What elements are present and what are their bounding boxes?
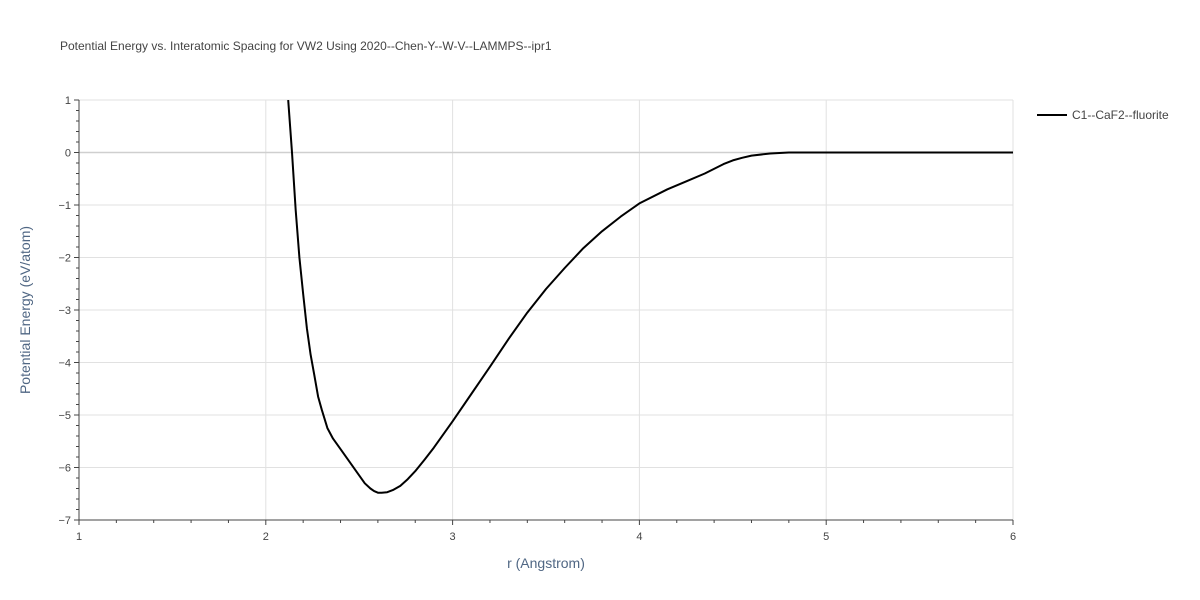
x-axis-title: r (Angstrom) — [507, 555, 585, 571]
x-tick-label: 3 — [450, 531, 456, 543]
series-layer — [287, 100, 1013, 494]
x-tick-label: 1 — [76, 531, 82, 543]
y-tick-label: −2 — [58, 253, 71, 265]
chart-title: Potential Energy vs. Interatomic Spacing… — [60, 39, 552, 53]
series-line-1 — [287, 100, 1013, 494]
x-tick-label: 4 — [636, 531, 642, 543]
legend[interactable]: C1--CaF2--fluorite — [1037, 108, 1169, 122]
y-tick-label: 1 — [65, 95, 71, 107]
legend-label-series-1: C1--CaF2--fluorite — [1072, 108, 1169, 122]
y-axis-title: Potential Energy (eV/atom) — [17, 226, 33, 394]
grid-lines — [79, 99, 1014, 520]
axes — [74, 99, 1014, 525]
y-tick-label: −6 — [58, 463, 71, 475]
y-tick-label: 0 — [65, 148, 71, 160]
x-tick-label: 6 — [1010, 531, 1016, 543]
x-tick-label: 2 — [263, 531, 269, 543]
y-tick-label: −7 — [58, 515, 71, 527]
y-tick-label: −1 — [58, 200, 71, 212]
x-tick-label: 5 — [823, 531, 829, 543]
tick-labels: 1 2 3 4 5 6 1 0 −1 −2 −3 −4 −5 −6 −7 — [58, 95, 1016, 543]
y-tick-label: −4 — [58, 358, 71, 370]
y-tick-label: −3 — [58, 305, 71, 317]
y-tick-label: −5 — [58, 410, 71, 422]
